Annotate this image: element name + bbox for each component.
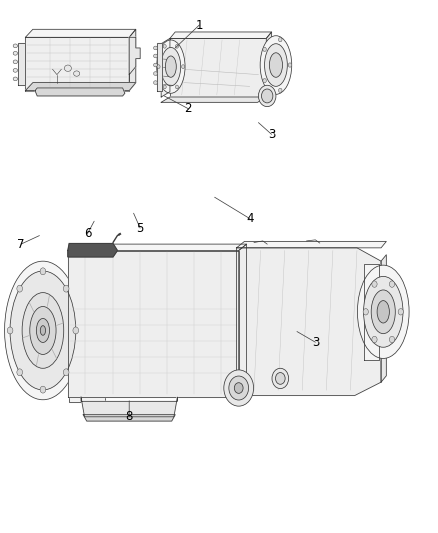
Polygon shape — [157, 43, 162, 91]
Ellipse shape — [372, 336, 377, 343]
Text: 8: 8 — [126, 410, 133, 423]
Polygon shape — [129, 37, 140, 75]
Ellipse shape — [10, 271, 76, 390]
Polygon shape — [129, 29, 136, 91]
Polygon shape — [68, 244, 247, 251]
Ellipse shape — [153, 46, 158, 50]
Polygon shape — [381, 255, 386, 382]
Polygon shape — [161, 38, 170, 97]
Polygon shape — [239, 244, 247, 397]
Polygon shape — [68, 244, 117, 257]
Ellipse shape — [272, 368, 289, 389]
Ellipse shape — [13, 77, 18, 80]
Ellipse shape — [7, 327, 13, 334]
Ellipse shape — [224, 370, 254, 406]
Polygon shape — [161, 97, 266, 102]
Ellipse shape — [13, 68, 18, 72]
Ellipse shape — [5, 261, 81, 400]
Ellipse shape — [363, 309, 368, 315]
Polygon shape — [25, 83, 136, 91]
Text: 6: 6 — [84, 227, 92, 240]
Polygon shape — [237, 241, 386, 248]
Ellipse shape — [263, 78, 266, 83]
Text: 1: 1 — [195, 19, 203, 31]
Ellipse shape — [64, 65, 71, 71]
Polygon shape — [25, 29, 136, 37]
Ellipse shape — [389, 336, 395, 343]
Ellipse shape — [389, 281, 395, 287]
Polygon shape — [83, 415, 175, 421]
Ellipse shape — [377, 301, 389, 323]
Polygon shape — [69, 259, 105, 402]
Ellipse shape — [40, 326, 46, 335]
Ellipse shape — [22, 293, 64, 368]
Polygon shape — [364, 264, 379, 360]
Ellipse shape — [17, 285, 22, 292]
Ellipse shape — [73, 327, 78, 334]
Text: 4: 4 — [246, 212, 254, 225]
Ellipse shape — [276, 373, 285, 384]
Ellipse shape — [64, 285, 69, 292]
Ellipse shape — [263, 47, 266, 52]
Polygon shape — [237, 248, 381, 395]
Ellipse shape — [229, 376, 249, 400]
Polygon shape — [68, 251, 239, 397]
Ellipse shape — [260, 36, 292, 94]
Text: 5: 5 — [137, 222, 144, 235]
Polygon shape — [266, 32, 272, 97]
Ellipse shape — [182, 65, 184, 68]
Ellipse shape — [269, 53, 283, 77]
Ellipse shape — [13, 60, 18, 63]
Ellipse shape — [398, 309, 403, 315]
Ellipse shape — [17, 369, 22, 376]
Text: 3: 3 — [268, 128, 275, 141]
Polygon shape — [81, 397, 177, 417]
Ellipse shape — [40, 268, 46, 275]
Ellipse shape — [40, 386, 46, 393]
Ellipse shape — [36, 318, 49, 343]
Ellipse shape — [157, 65, 160, 68]
Ellipse shape — [13, 52, 18, 55]
Ellipse shape — [371, 290, 396, 334]
Ellipse shape — [357, 265, 409, 358]
Ellipse shape — [163, 85, 166, 89]
Ellipse shape — [364, 276, 403, 348]
Polygon shape — [170, 32, 272, 38]
Ellipse shape — [261, 89, 273, 103]
Ellipse shape — [163, 44, 166, 48]
Ellipse shape — [161, 47, 180, 86]
Ellipse shape — [279, 37, 282, 42]
Ellipse shape — [166, 56, 176, 77]
Ellipse shape — [153, 72, 158, 76]
Ellipse shape — [156, 40, 185, 93]
Ellipse shape — [74, 71, 80, 76]
Ellipse shape — [13, 44, 18, 47]
Polygon shape — [25, 37, 129, 91]
Ellipse shape — [30, 306, 56, 354]
Text: 3: 3 — [312, 336, 319, 349]
Polygon shape — [35, 88, 125, 96]
Ellipse shape — [153, 54, 158, 58]
Ellipse shape — [234, 383, 243, 393]
Ellipse shape — [175, 85, 178, 89]
Text: 2: 2 — [184, 102, 192, 115]
Ellipse shape — [279, 88, 282, 93]
Polygon shape — [18, 43, 25, 85]
Text: 7: 7 — [17, 238, 25, 251]
Ellipse shape — [153, 80, 158, 84]
Ellipse shape — [175, 44, 178, 48]
Ellipse shape — [372, 281, 377, 287]
Ellipse shape — [153, 63, 158, 67]
Ellipse shape — [64, 369, 69, 376]
Ellipse shape — [288, 63, 292, 67]
Polygon shape — [170, 38, 266, 97]
Ellipse shape — [265, 44, 287, 86]
Ellipse shape — [258, 85, 276, 107]
